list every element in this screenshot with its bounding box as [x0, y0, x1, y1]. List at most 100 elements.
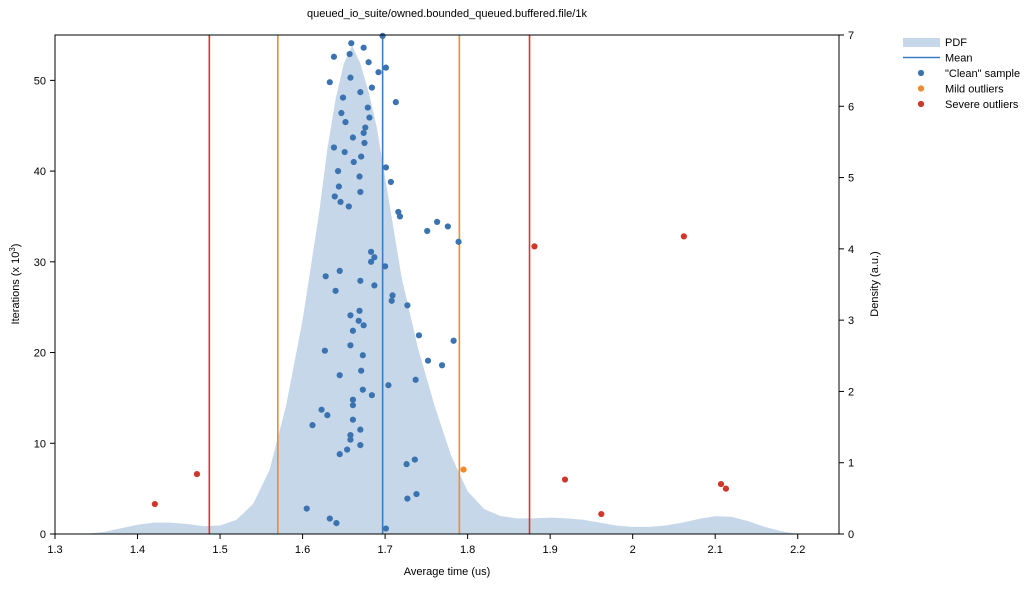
legend-point-clean-swatch: [917, 69, 925, 77]
axes: 1.3 1.4 1.5 1.6 1.7 1.8 1.9 2 2.1 2.2 0 10 20 30 40 50 0…: [34, 30, 854, 556]
clean-sample-point: [366, 114, 373, 121]
legend-pdf-swatch: [903, 38, 940, 47]
chart-title: queued_io_suite/owned.bounded_queued.buf…: [307, 8, 587, 20]
severe-outlier-point: [598, 510, 605, 518]
clean-sample-point: [382, 64, 390, 71]
clean-sample-point: [424, 227, 431, 235]
clean-sample-point: [411, 456, 418, 463]
clean-sample-point: [360, 129, 367, 137]
clean-sample-point: [424, 357, 432, 364]
clean-sample-point: [338, 109, 345, 117]
clean-sample-point: [347, 342, 354, 349]
pdf-area: [83, 45, 798, 534]
clean-sample-point: [345, 203, 352, 210]
clean-sample-point: [356, 173, 363, 180]
legend-point-severe-swatch: [917, 100, 925, 108]
plot-frame: [54, 34, 840, 535]
y-tick-label: 0: [40, 529, 46, 541]
clean-sample-point: [347, 74, 354, 81]
clean-sample-point: [335, 183, 342, 190]
y-axis-title-main: Iterations (x 10: [10, 252, 22, 325]
y-tick-label: 10: [34, 438, 46, 450]
plot-area: [83, 32, 798, 534]
y2-tick-label: 2: [848, 386, 854, 398]
clean-sample-point: [349, 327, 357, 334]
clean-sample-point: [367, 248, 375, 255]
clean-sample-point: [392, 99, 399, 106]
mild-outlier-point: [460, 466, 467, 473]
x-tick-label: 1.6: [295, 544, 310, 556]
clean-sample-point: [382, 525, 390, 532]
severe-outlier-point: [722, 485, 730, 492]
clean-sample-point: [387, 178, 394, 186]
legend: PDF Mean "Clean" sample Mild outliers Severe…: [903, 37, 1020, 111]
severe-outlier-point: [680, 233, 687, 240]
clean-sample-point: [349, 416, 357, 423]
y-tick-label: 40: [34, 166, 46, 178]
clean-sample-point: [403, 461, 410, 468]
y2-tick-label: 0: [848, 529, 854, 541]
x-tick-label: 2.1: [708, 544, 723, 556]
clean-sample-point: [396, 213, 404, 220]
x-tick-label: 1.7: [377, 544, 392, 556]
x-tick-label: 1.5: [212, 544, 227, 556]
clean-sample-point: [331, 193, 338, 200]
y2-tick-label: 5: [848, 173, 854, 185]
clean-sample-point: [382, 263, 389, 270]
y-axis-title-close: ): [10, 244, 22, 248]
clean-sample-point: [349, 396, 357, 403]
severe-outlier-point: [531, 243, 538, 250]
clean-sample-point: [347, 436, 354, 443]
clean-sample-point: [342, 119, 349, 126]
clean-sample-point: [356, 307, 363, 314]
clean-sample-point: [362, 124, 369, 131]
clean-sample-point: [382, 164, 390, 171]
clean-sample-point: [344, 446, 351, 453]
clean-sample-point: [455, 238, 462, 245]
clean-sample-point: [326, 515, 333, 522]
y-tick-label: 50: [34, 75, 46, 87]
y2-axis-title: Density (a.u.): [869, 251, 881, 316]
clean-sample-point: [326, 79, 333, 86]
clean-sample-point: [438, 362, 446, 369]
x-tick-label: 1.4: [130, 544, 145, 556]
clean-sample-point: [346, 50, 353, 58]
clean-sample-point: [334, 167, 342, 175]
clean-sample-point: [336, 267, 343, 274]
clean-sample-point: [361, 139, 368, 147]
clean-sample-point: [303, 505, 310, 512]
clean-sample-point: [360, 44, 367, 51]
y2-tick-label: 6: [848, 101, 854, 113]
clean-sample-point: [322, 273, 329, 280]
clean-sample-point: [404, 495, 411, 502]
clean-sample-point: [364, 104, 371, 111]
clean-sample-point: [359, 386, 366, 393]
clean-sample-point: [357, 89, 364, 96]
clean-sample-point: [318, 406, 325, 413]
clean-sample-point: [347, 432, 354, 439]
clean-sample-point: [434, 218, 441, 225]
clean-sample-point: [444, 223, 451, 230]
clean-sample-point: [336, 451, 343, 458]
clean-sample-point: [450, 337, 457, 344]
legend-point-mild-swatch: [917, 85, 925, 92]
clean-sample-point: [350, 158, 357, 166]
clean-sample-point: [365, 59, 372, 66]
clean-sample-point: [348, 40, 355, 47]
clean-sample-point: [360, 322, 367, 329]
legend-label: Mild outliers: [945, 84, 1004, 96]
clean-sample-point: [333, 520, 340, 527]
clean-sample-point: [324, 412, 331, 419]
clean-sample-point: [332, 287, 339, 294]
clean-sample-point: [371, 254, 378, 261]
severe-outlier-point: [561, 476, 569, 483]
clean-sample-point: [358, 153, 365, 160]
y2-tick-label: 3: [848, 315, 854, 327]
legend-label: "Clean" sample: [945, 68, 1020, 80]
clean-sample-point: [371, 282, 378, 289]
clean-sample-point: [368, 392, 375, 399]
clean-sample-point: [337, 198, 344, 206]
y2-tick-label: 7: [848, 30, 854, 42]
clean-sample-point: [357, 441, 364, 449]
